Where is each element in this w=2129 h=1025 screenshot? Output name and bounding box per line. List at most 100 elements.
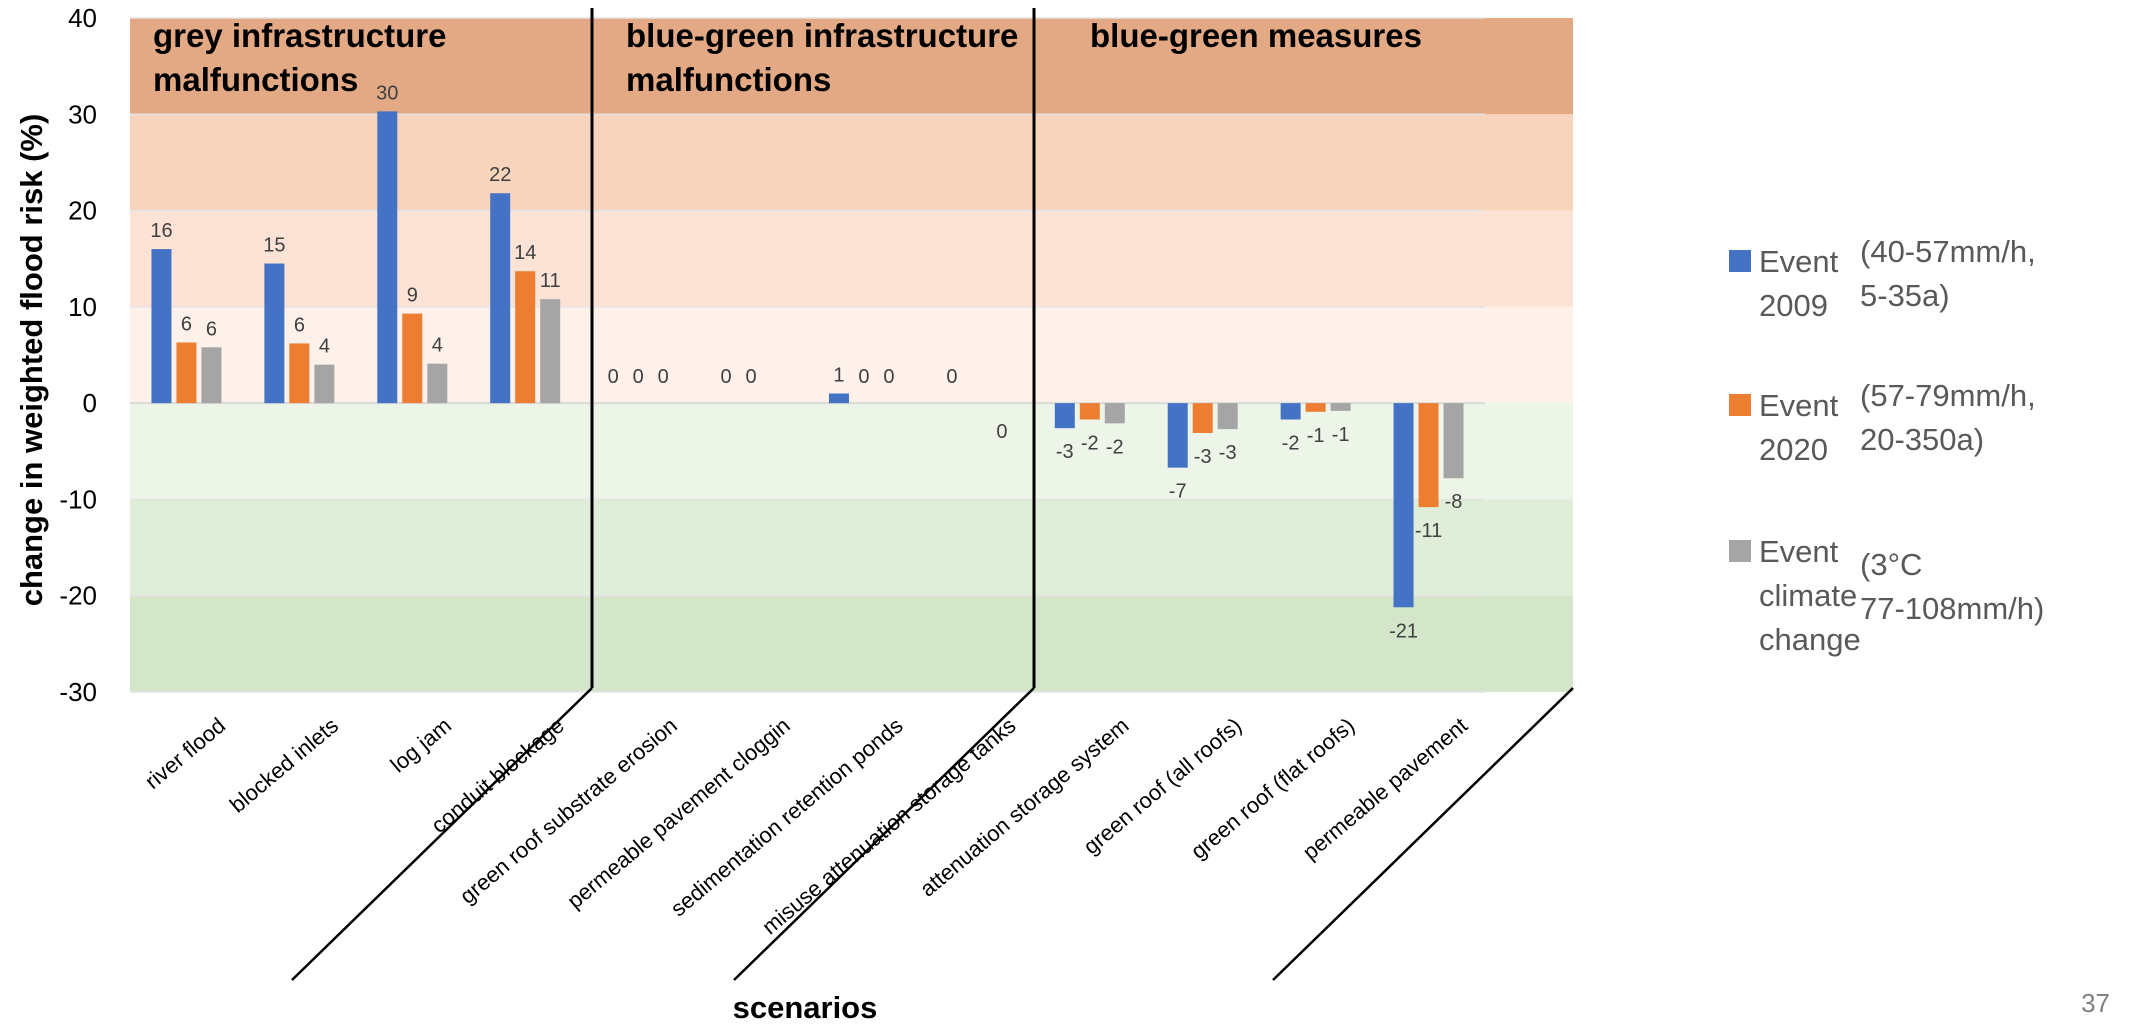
bar-series2-2: [402, 313, 423, 404]
data-label: 0: [883, 366, 894, 388]
legend-label: 2020: [1759, 432, 1828, 467]
data-label: -3: [1056, 441, 1074, 463]
y-tick-label: -10: [59, 484, 97, 514]
bar-series2-11: [1418, 403, 1439, 508]
legend-label: Event: [1759, 534, 1839, 569]
category-label: log jam: [386, 713, 456, 778]
bar-series1-8: [1054, 403, 1075, 429]
bar-series2-10: [1305, 403, 1326, 412]
bar-series1-11: [1393, 403, 1414, 608]
data-label: 6: [294, 314, 305, 336]
data-label: 30: [376, 82, 398, 104]
gridlines: [130, 17, 1485, 693]
legend-label: Event: [1759, 244, 1839, 279]
bar-series1-0: [151, 249, 172, 404]
data-label: 0: [946, 366, 957, 388]
bar-series1-1: [264, 263, 285, 404]
data-label: 0: [720, 366, 731, 388]
legend-detail: (57-79mm/h,: [1860, 378, 2036, 413]
legend-detail: 5-35a): [1860, 278, 1950, 313]
risk-band-5: [130, 499, 1573, 596]
bar-series2-9: [1192, 403, 1213, 433]
legend-label: 2009: [1759, 288, 1828, 323]
bar-series2-1: [289, 343, 310, 404]
legend-detail: (3°C: [1860, 547, 1922, 582]
data-label: 0: [745, 366, 756, 388]
bar-series1-2: [377, 111, 398, 404]
y-axis-ticks: 40 30 20 10 0 -10 -20 -30: [59, 3, 97, 707]
y-tick-label: -20: [59, 581, 97, 611]
risk-band-3: [130, 306, 1573, 404]
legend-detail: (40-57mm/h,: [1860, 234, 2036, 269]
bar-series2-0: [176, 342, 197, 404]
data-label: 14: [514, 242, 536, 264]
data-label: 6: [206, 318, 217, 340]
legend-swatch: [1729, 394, 1751, 416]
group-titles: grey infrastructure malfunctions blue-gree…: [153, 17, 1422, 98]
data-label: 22: [489, 164, 511, 186]
data-label: 16: [150, 220, 172, 242]
category-label: green roof substrate erosion: [455, 713, 682, 909]
risk-band-4: [130, 403, 1573, 500]
diagonal-separator: [733, 687, 1035, 981]
y-axis-title: change in weighted flood risk (%): [14, 114, 49, 607]
category-label: blocked inlets: [225, 713, 343, 818]
page-number: 37: [2081, 988, 2110, 1018]
legend-label: Event: [1759, 388, 1839, 423]
category-label: sedimentation retention ponds: [666, 713, 908, 922]
data-label: 15: [263, 235, 285, 257]
bar-series2-8: [1079, 403, 1100, 420]
legend-detail: 20-350a): [1860, 422, 1984, 457]
data-label: 0: [633, 366, 644, 388]
bar-series3-0: [201, 347, 222, 404]
diagonal-separator: [291, 687, 593, 981]
bar-series3-2: [427, 363, 448, 404]
legend: Event 2009 (40-57mm/h, 5-35a) Event 2020 (57-7…: [1729, 234, 2044, 657]
data-label: -11: [1415, 520, 1442, 542]
bar-series3-3: [540, 299, 561, 404]
bar-series2-3: [515, 271, 536, 404]
diagonal-separator: [1272, 687, 1574, 981]
y-tick-label: 30: [68, 99, 97, 129]
data-label: -2: [1106, 436, 1124, 458]
group-dividers: [291, 8, 1574, 981]
bar-series3-11: [1443, 403, 1464, 479]
bars: [151, 111, 1464, 608]
x-axis-title: scenarios: [733, 990, 878, 1025]
y-tick-label: 0: [83, 388, 97, 418]
y-tick-label: 10: [68, 292, 97, 322]
group-title: grey infrastructure: [153, 17, 446, 54]
data-label: -2: [1282, 433, 1300, 455]
data-label: 4: [319, 336, 330, 358]
bar-series3-9: [1217, 403, 1238, 430]
risk-band-2: [130, 210, 1573, 307]
data-label: 1: [833, 365, 844, 387]
legend-detail: 77-108mm/h): [1860, 591, 2044, 626]
legend-swatch: [1729, 250, 1751, 272]
group-title: blue-green infrastructure: [626, 17, 1018, 54]
data-label: 0: [858, 366, 869, 388]
group-title: malfunctions: [153, 61, 358, 98]
data-label: 0: [996, 421, 1007, 443]
data-label: 11: [540, 270, 561, 292]
data-label: -3: [1194, 446, 1212, 468]
category-label: permeable pavement cloggin: [562, 713, 794, 914]
data-label: -1: [1307, 425, 1325, 447]
legend-label: change: [1759, 622, 1861, 657]
bar-series3-1: [314, 364, 335, 404]
legend-swatch: [1729, 540, 1751, 562]
y-tick-label: 20: [68, 196, 97, 226]
data-label: -1: [1332, 424, 1350, 446]
category-label: attenuation storage system: [915, 713, 1133, 902]
data-label: 0: [608, 366, 619, 388]
category-label: river flood: [140, 713, 230, 794]
bar-series1-6: [828, 393, 849, 404]
bar-series3-10: [1330, 403, 1351, 411]
data-label: -8: [1445, 491, 1463, 513]
y-tick-label: -30: [59, 677, 97, 707]
bar-series1-3: [490, 193, 511, 404]
risk-bands: [130, 18, 1573, 692]
